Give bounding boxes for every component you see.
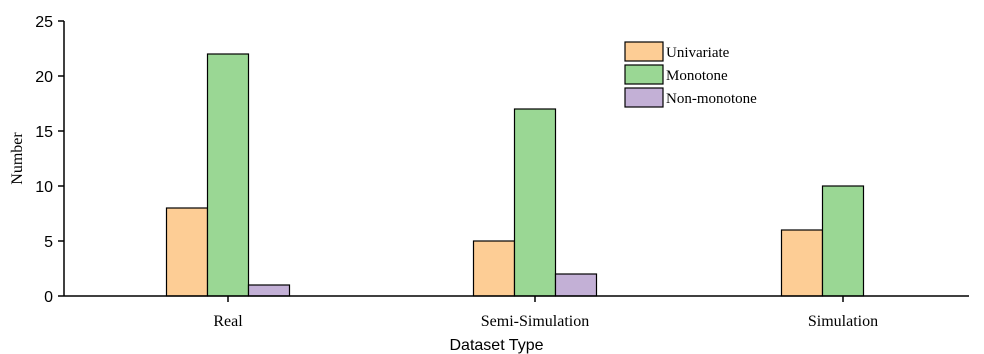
- legend-label: Univariate: [666, 45, 730, 61]
- bar-monotone-simulation: [821, 185, 865, 297]
- x-axis-title: Dataset Type: [450, 337, 544, 354]
- x-tick-label: Semi-Simulation: [481, 313, 589, 330]
- bars-group: [165, 53, 865, 297]
- bar-univariate-semi-simulation: [472, 240, 516, 297]
- bar-non-monotone-semi-simulation: [554, 273, 598, 297]
- y-tick-label: 10: [35, 179, 53, 196]
- x-tick-label: Real: [213, 313, 243, 330]
- bar-monotone-real: [206, 53, 250, 297]
- y-tick-label: 25: [35, 14, 53, 31]
- bar-non-monotone-real: [247, 284, 291, 297]
- legend-swatch: [624, 87, 664, 108]
- y-tick-label: 15: [35, 124, 53, 141]
- legend-label: Monotone: [666, 68, 728, 84]
- x-axis-ticks: Real Semi-Simulation Simulation: [213, 296, 878, 330]
- x-tick-label: Simulation: [808, 313, 878, 330]
- bar-univariate-simulation: [780, 229, 824, 297]
- legend-label: Non-monotone: [666, 91, 757, 107]
- bar-univariate-real: [165, 207, 209, 297]
- y-axis-title: Number: [9, 132, 26, 185]
- y-axis-ticks: 0 5 10 15 20 25: [35, 14, 64, 306]
- legend: Univariate Monotone Non-monotone: [624, 41, 757, 108]
- bar-monotone-semi-simulation: [513, 108, 557, 297]
- legend-swatch: [624, 64, 664, 85]
- y-tick-label: 20: [35, 69, 53, 86]
- y-tick-label: 0: [44, 289, 53, 306]
- legend-swatch: [624, 41, 664, 62]
- y-tick-label: 5: [44, 234, 53, 251]
